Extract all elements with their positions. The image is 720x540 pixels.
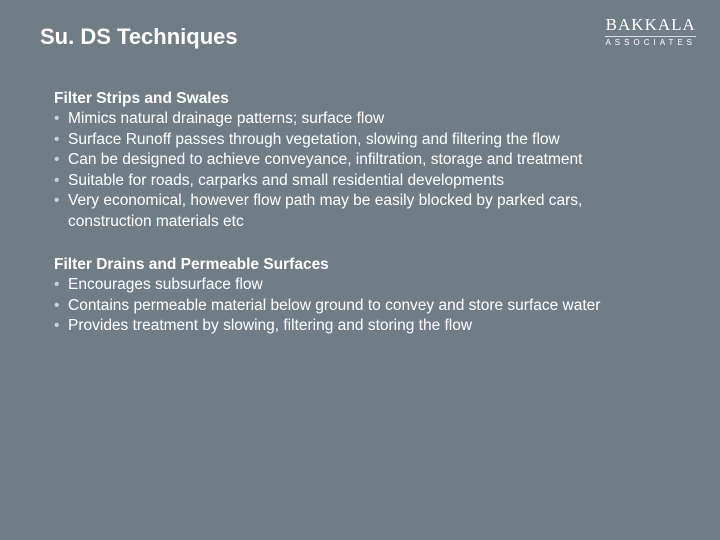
section-heading: Filter Drains and Permeable Surfaces bbox=[54, 256, 660, 274]
bullet-list: Encourages subsurface flow Contains perm… bbox=[54, 275, 660, 336]
list-item: Contains permeable material below ground… bbox=[54, 296, 660, 316]
list-item: Can be designed to achieve conveyance, i… bbox=[54, 150, 660, 170]
bullet-list: Mimics natural drainage patterns; surfac… bbox=[54, 109, 660, 232]
list-item: Mimics natural drainage patterns; surfac… bbox=[54, 109, 660, 129]
slide-content: Filter Strips and Swales Mimics natural … bbox=[40, 90, 680, 336]
brand-subtitle: ASSOCIATES bbox=[605, 36, 696, 47]
brand-name: BAKKALA bbox=[605, 16, 696, 34]
brand-logo: BAKKALA ASSOCIATES bbox=[605, 16, 696, 47]
section-heading: Filter Strips and Swales bbox=[54, 90, 660, 108]
list-item: Surface Runoff passes through vegetation… bbox=[54, 130, 660, 150]
list-item: Provides treatment by slowing, filtering… bbox=[54, 316, 660, 336]
list-item: Very economical, however flow path may b… bbox=[54, 191, 660, 232]
slide-title: Su. DS Techniques bbox=[40, 24, 680, 50]
list-item: Encourages subsurface flow bbox=[54, 275, 660, 295]
slide: BAKKALA ASSOCIATES Su. DS Techniques Fil… bbox=[0, 0, 720, 540]
list-item: Suitable for roads, carparks and small r… bbox=[54, 171, 660, 191]
